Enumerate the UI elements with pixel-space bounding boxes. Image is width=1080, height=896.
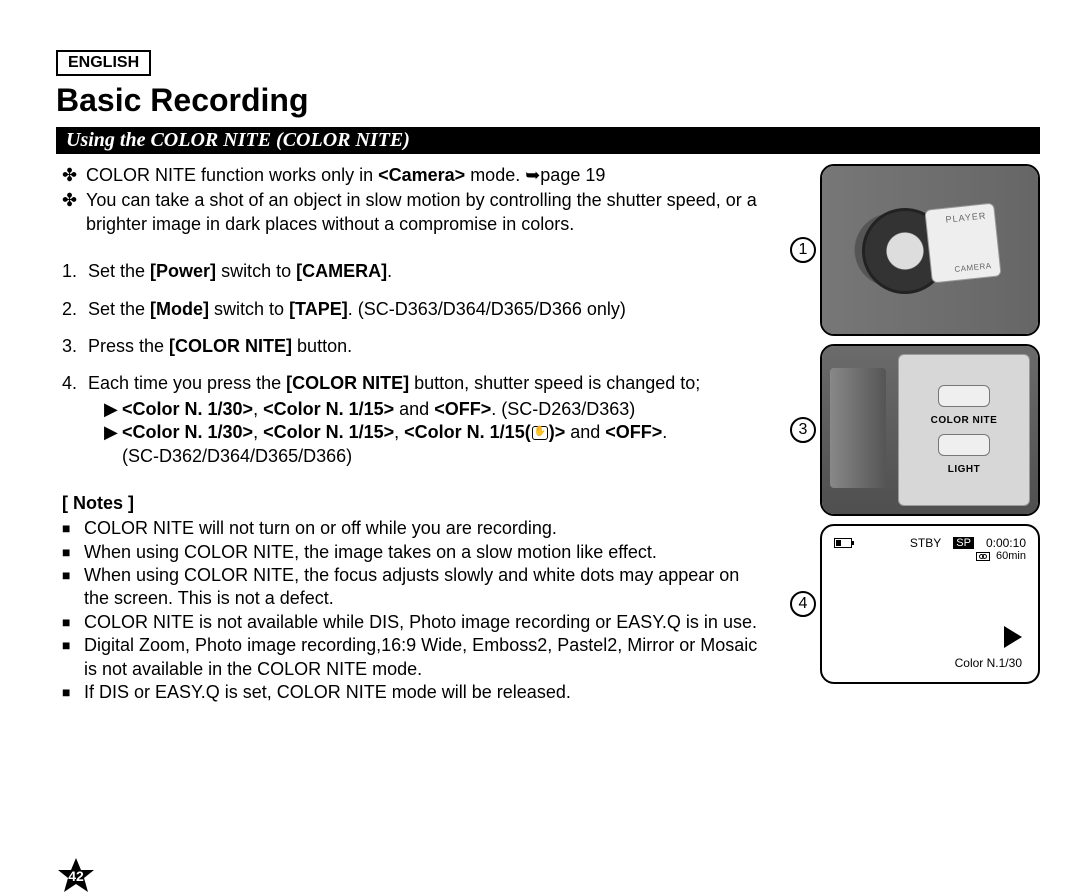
step-item: 2.Set the [Mode] switch to [TAPE]. (SC-D… — [62, 298, 762, 321]
note-item: ■Digital Zoom, Photo image recording,16:… — [62, 634, 762, 681]
language-label: ENGLISH — [56, 50, 151, 76]
square-bullet-icon: ■ — [62, 541, 74, 564]
intro-item: ✤ COLOR NITE function works only in <Cam… — [62, 164, 762, 187]
intro-item: ✤ You can take a shot of an object in sl… — [62, 189, 762, 236]
triangle-bullet-icon: ▶ — [104, 398, 116, 421]
square-bullet-icon: ■ — [62, 517, 74, 540]
square-bullet-icon: ■ — [62, 634, 74, 681]
step-item: 4.Each time you press the [COLOR NITE] b… — [62, 372, 762, 468]
square-bullet-icon: ■ — [62, 611, 74, 634]
triangle-bullet-icon: ▶ — [104, 421, 116, 444]
osd-stby: STBY — [910, 536, 941, 550]
note-item: ■COLOR NITE will not turn on or off whil… — [62, 517, 762, 540]
clover-bullet-icon: ✤ — [62, 164, 76, 187]
figure-camera-power-dial — [820, 164, 1040, 336]
square-bullet-icon: ■ — [62, 681, 74, 704]
step-item: 1.Set the [Power] switch to [CAMERA]. — [62, 260, 762, 283]
sub-step: ▶<Color N. 1/30>, <Color N. 1/15>, <Colo… — [104, 421, 762, 444]
note-item: ■When using COLOR NITE, the image takes … — [62, 541, 762, 564]
note-item: ■If DIS or EASY.Q is set, COLOR NITE mod… — [62, 681, 762, 704]
battery-icon — [834, 538, 852, 548]
body-text: ✤ COLOR NITE function works only in <Cam… — [56, 164, 762, 704]
clover-bullet-icon: ✤ — [62, 189, 76, 236]
note-item: ■COLOR NITE is not available while DIS, … — [62, 611, 762, 634]
notes-heading: [ Notes ] — [56, 492, 762, 515]
figure-number-3: 3 — [790, 417, 816, 443]
osd-time: 0:00:10 — [986, 536, 1026, 550]
tape-icon — [976, 552, 990, 561]
osd-color-nite: Color N.1/30 — [955, 656, 1022, 670]
osd-remaining: 60min — [996, 550, 1026, 562]
section-heading: Using the COLOR NITE (COLOR NITE) — [56, 127, 1040, 154]
page-title: Basic Recording — [56, 82, 1040, 119]
panel-label-light: LIGHT — [948, 464, 981, 475]
sub-step: ▶<Color N. 1/30>, <Color N. 1/15> and <O… — [104, 398, 762, 421]
figure-number-1: 1 — [790, 237, 816, 263]
figure-color-nite-button: COLOR NITE LIGHT — [820, 344, 1040, 516]
figure-number-4: 4 — [790, 591, 816, 617]
square-bullet-icon: ■ — [62, 564, 74, 611]
figure-osd-screen: STBY SP 0:00:10 60min Color N.1/30 — [820, 524, 1040, 684]
osd-sp: SP — [953, 537, 974, 549]
step-item: 3.Press the [COLOR NITE] button. — [62, 335, 762, 358]
play-icon — [1004, 626, 1022, 648]
light-hand-icon — [532, 426, 548, 440]
panel-label-color-nite: COLOR NITE — [931, 415, 998, 426]
note-item: ■When using COLOR NITE, the focus adjust… — [62, 564, 762, 611]
